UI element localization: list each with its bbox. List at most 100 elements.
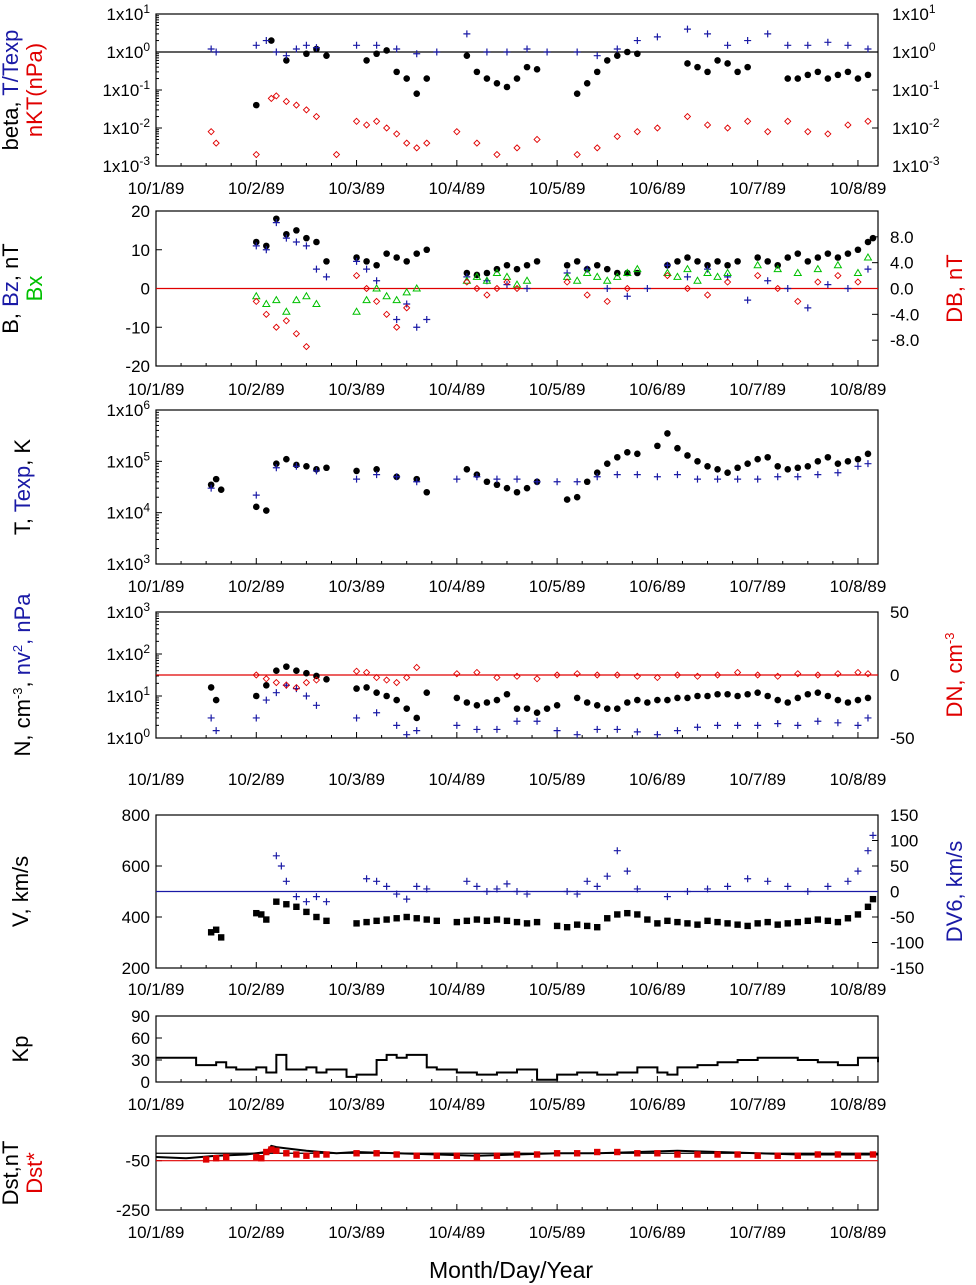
data-point: [292, 330, 301, 338]
data-point: [272, 689, 280, 697]
data-point: [613, 52, 621, 59]
data-point: [252, 41, 260, 49]
data-point: [773, 264, 783, 273]
y-tick-label: 10: [131, 241, 150, 260]
y-tick-label: 1x102: [106, 642, 150, 664]
data-point: [302, 898, 310, 906]
data-point: [302, 242, 310, 250]
data-point: [533, 709, 541, 717]
data-point: [263, 1148, 270, 1156]
x-tick-label: 10/5/89: [529, 179, 586, 198]
y-axis-right-label: DV6, km/s: [942, 841, 967, 942]
data-point: [784, 699, 792, 706]
data-point: [844, 121, 852, 129]
y-tick-label: 600: [122, 857, 150, 876]
data-point: [373, 465, 380, 473]
data-point: [704, 917, 711, 925]
data-point: [834, 254, 842, 261]
data-point: [854, 75, 862, 82]
y-tick-label: 400: [122, 908, 150, 927]
x-tick-label: 10/8/89: [830, 770, 887, 789]
data-point: [207, 684, 215, 691]
data-point: [252, 101, 260, 109]
series-b: [252, 215, 877, 279]
data-point: [633, 672, 641, 680]
data-point: [784, 882, 792, 890]
data-point: [684, 254, 691, 261]
y-axis-label-part: T,: [10, 512, 35, 535]
data-point: [352, 117, 361, 125]
data-point: [272, 464, 280, 472]
y-tick-mantissa: 1x10: [892, 157, 929, 176]
data-point: [854, 462, 862, 470]
panel-b: 10/1/89 10/2/89 10/3/89 10/4/89 10/5/89 10/6/…: [0, 202, 967, 399]
data-point: [603, 460, 611, 467]
data-point: [613, 45, 621, 53]
data-point: [493, 885, 501, 893]
x-tick-label: 10/3/89: [328, 770, 385, 789]
data-point: [573, 48, 581, 56]
x-tick-label: 10/5/89: [529, 980, 586, 999]
data-point: [513, 475, 521, 483]
data-point: [413, 1152, 420, 1159]
data-point: [283, 901, 290, 908]
data-point: [834, 918, 842, 926]
data-point: [623, 867, 631, 875]
data-point: [493, 673, 501, 682]
data-point: [413, 144, 421, 152]
data-point: [403, 258, 410, 265]
data-point: [393, 316, 401, 323]
y-axis-label-part: Bz: [0, 281, 23, 307]
data-point: [453, 721, 461, 729]
data-point: [824, 692, 832, 700]
data-point: [553, 671, 561, 679]
panel-kp: 10/1/89 10/2/89 10/3/89 10/4/89 10/5/89 10/6/…: [8, 1007, 886, 1114]
data-point: [844, 250, 852, 257]
x-tick-label: 10/7/89: [729, 1223, 786, 1242]
data-point: [774, 284, 782, 293]
data-point: [563, 278, 571, 286]
data-point: [403, 139, 411, 147]
data-point: [754, 271, 762, 280]
data-point: [353, 254, 360, 261]
data-point: [473, 139, 481, 147]
data-point: [734, 258, 741, 265]
data-point: [503, 261, 511, 269]
x-tick-label: 10/3/89: [328, 1095, 385, 1114]
x-tick-label: 10/4/89: [428, 1223, 485, 1242]
data-point: [252, 671, 260, 679]
data-point: [393, 130, 401, 138]
data-point: [533, 66, 541, 73]
data-point: [694, 921, 701, 928]
data-point: [383, 692, 390, 700]
data-point: [423, 139, 431, 147]
data-point: [252, 692, 260, 700]
data-point: [563, 261, 571, 269]
data-point: [794, 918, 801, 926]
data-point: [523, 45, 531, 53]
data-point: [473, 916, 481, 923]
data-point: [283, 455, 290, 463]
data-point: [774, 473, 782, 481]
data-point: [303, 669, 310, 677]
data-point: [593, 473, 601, 481]
data-point: [582, 268, 592, 276]
x-tick-label: 10/2/89: [228, 1095, 285, 1114]
data-point: [403, 705, 410, 712]
data-point: [864, 450, 872, 458]
data-point: [704, 463, 711, 470]
y-axis-label-part: ,: [10, 675, 35, 687]
data-point: [663, 893, 671, 901]
y-tick-exponent: 3: [143, 600, 150, 614]
data-point: [483, 75, 491, 82]
data-point: [674, 918, 681, 926]
data-point: [393, 696, 400, 704]
data-point: [493, 80, 501, 87]
data-point: [403, 673, 411, 682]
data-point: [483, 269, 491, 277]
data-point: [714, 918, 721, 926]
data-point: [804, 128, 812, 136]
data-point: [353, 467, 360, 475]
data-point: [734, 1151, 741, 1158]
